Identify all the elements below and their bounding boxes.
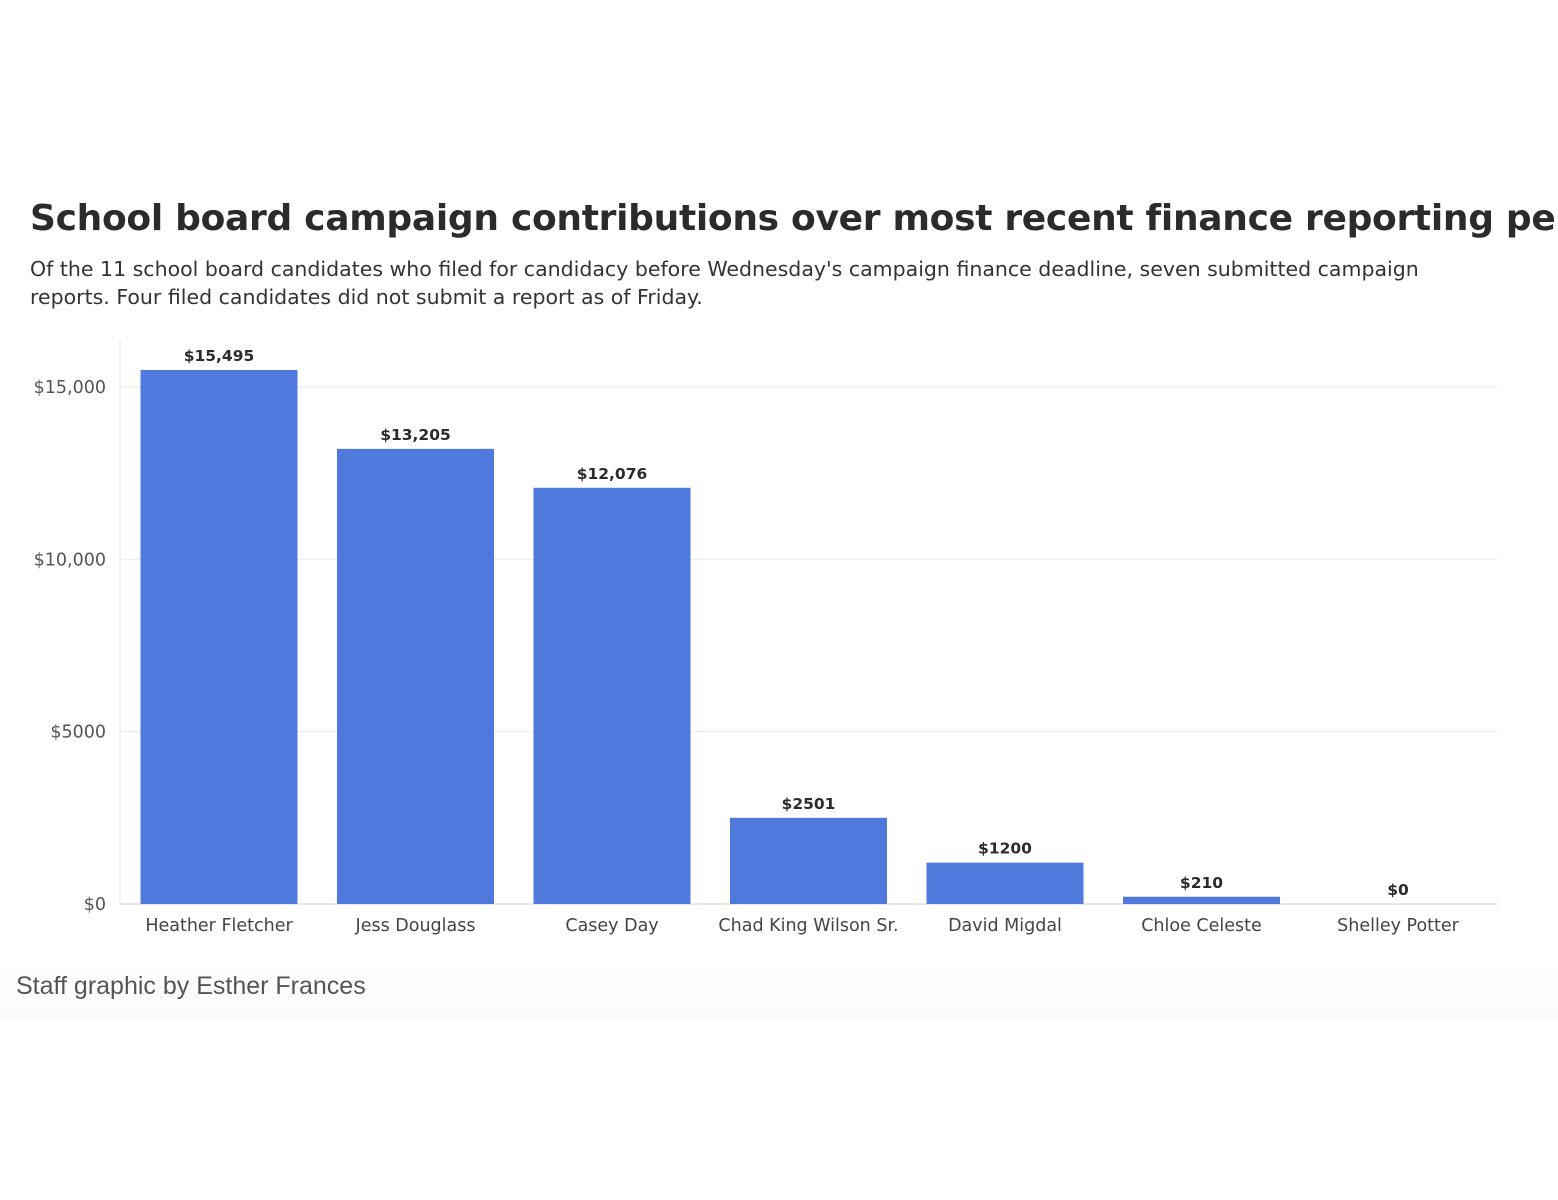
y-tick-label: $10,000 [34,550,106,570]
bar-value-label: $0 [1387,881,1409,899]
category-label: Chloe Celeste [1141,916,1262,936]
category-label: David Migdal [948,916,1062,936]
category-label: Shelley Potter [1337,916,1460,936]
bar-value-label: $13,205 [380,426,451,444]
bar [140,369,298,905]
category-label: Heather Fletcher [145,916,293,936]
bar [730,817,887,904]
category-label: Casey Day [565,916,658,936]
bar [337,448,494,904]
bar-value-label: $210 [1180,874,1223,892]
y-tick-label: $0 [84,895,106,915]
bar-value-label: $2501 [782,795,836,813]
category-label: Chad King Wilson Sr. [718,916,898,936]
bar-chart: $0 $5000 $10,000 $15,000 $15,495 $13,205 $12,… [34,340,1497,936]
credit-line: Staff graphic by Esther Frances [16,972,366,1000]
bar [926,862,1084,904]
y-tick-label: $15,000 [34,378,106,398]
category-labels: Heather Fletcher Jess Douglass Casey Day Ch… [145,916,1459,936]
value-labels: $15,495 $13,205 $12,076 $2501 $1200 $210 $0 [184,347,1409,899]
bar [533,487,691,904]
bar-value-label: $12,076 [577,465,648,483]
category-label: Jess Douglass [355,916,476,936]
y-axis-ticks: $0 $5000 $10,000 $15,000 [34,378,106,915]
y-tick-label: $5000 [50,723,106,743]
bar-value-label: $1200 [978,840,1032,858]
bar [1123,896,1280,904]
bars [140,369,1280,905]
chart-subtitle: Of the 11 school board candidates who fi… [30,257,1419,309]
credit-band [0,965,1558,1020]
bar-value-label: $15,495 [184,347,255,365]
chart-title: School board campaign contributions over… [30,198,1558,239]
